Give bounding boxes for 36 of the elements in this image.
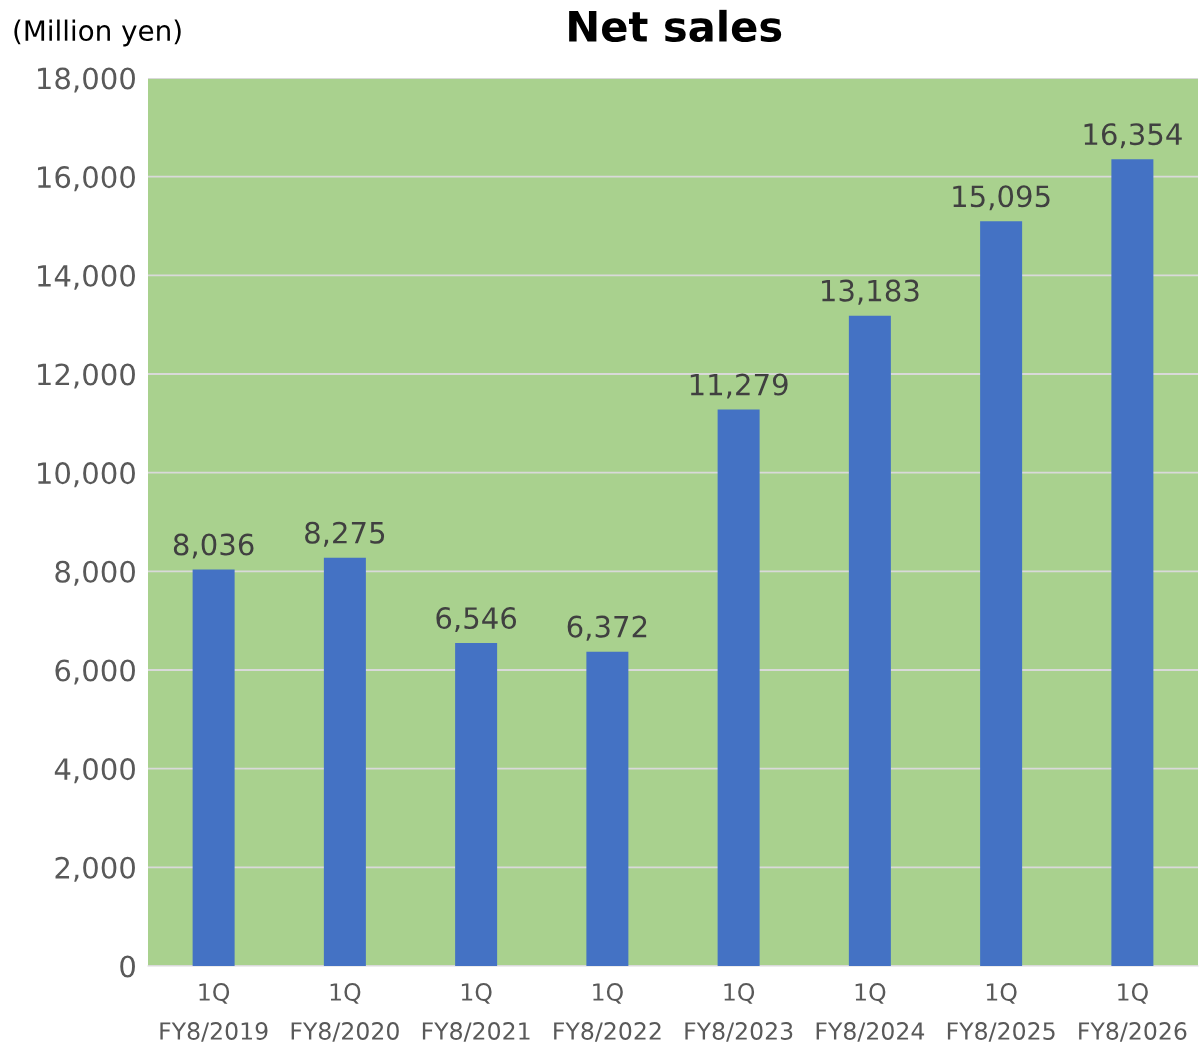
y-tick-label: 4,000 [54,758,135,784]
y-tick-label: 12,000 [38,363,135,389]
x-tick-label: 1Q FY8/2025 [947,983,1055,1042]
y-tick-label: 2,000 [55,856,135,882]
y-tick-label: 0 [120,955,135,978]
y-tick-label: 14,000 [38,264,135,290]
bar [980,221,1023,966]
data-label: 8,036 [173,533,254,559]
y-tick-label: 6,000 [55,659,135,685]
data-label: 13,183 [822,279,919,305]
data-label: 6,372 [567,615,647,641]
data-label: 6,546 [436,607,517,633]
y-tick-label: 10,000 [38,462,135,488]
data-label: 15,095 [953,185,1050,211]
y-axis-title: (Million yen) [14,19,181,47]
bar [848,315,891,966]
data-label: 16,354 [1084,123,1182,149]
bar [1111,159,1154,966]
y-tick-label: 8,000 [55,560,135,586]
data-label: 8,275 [305,521,385,547]
y-tick-label: 16,000 [38,166,135,192]
chart-title: Net sales [569,9,782,43]
x-tick-label: 1Q FY8/2019 [160,983,268,1042]
bar [717,409,760,966]
bar [323,557,366,966]
y-tick-label: 18,000 [38,67,135,93]
x-tick-label: 1Q FY8/2021 [422,983,530,1042]
x-tick-label: 1Q FY8/2023 [685,983,793,1042]
x-tick-label: 1Q FY8/2024 [816,983,925,1042]
x-tick-label: 1Q FY8/2020 [291,983,399,1042]
bar [192,569,235,966]
x-tick-label: 1Q FY8/2026 [1079,983,1187,1042]
bar [455,643,498,966]
x-tick-label: 1Q FY8/2022 [554,983,661,1042]
data-label: 11,279 [690,373,788,399]
bar [586,651,629,966]
